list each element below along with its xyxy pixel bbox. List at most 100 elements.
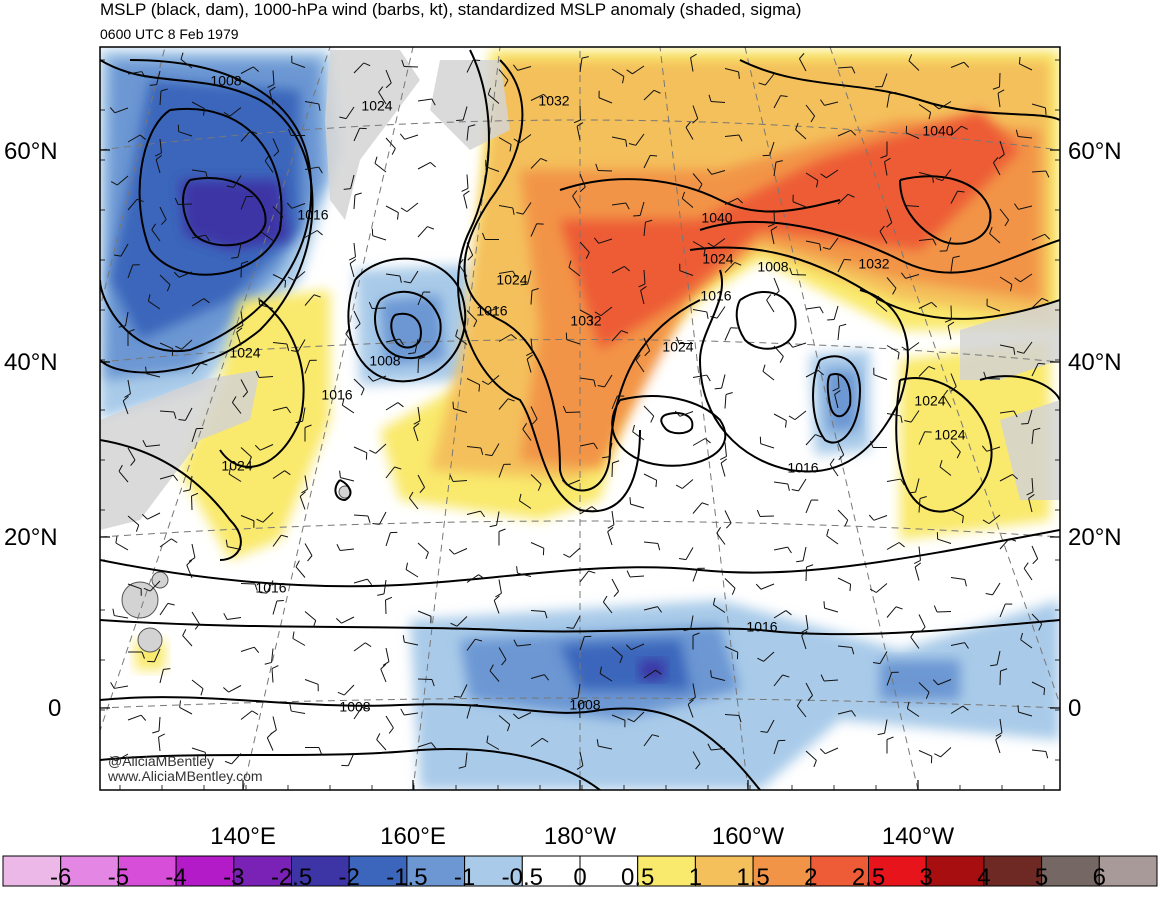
wind-barb bbox=[272, 274, 286, 282]
wind-barb bbox=[629, 575, 645, 578]
wind-barb-flag bbox=[450, 622, 458, 627]
colorbar-tick-label: -4 bbox=[165, 864, 187, 891]
valid-time: 0600 UTC 8 Feb 1979 bbox=[100, 26, 239, 42]
wind-barb bbox=[999, 603, 1006, 618]
wind-barb-flag bbox=[612, 460, 620, 464]
parallel bbox=[100, 520, 1060, 538]
wind-barb-flag bbox=[399, 133, 406, 140]
wind-barb bbox=[353, 62, 365, 74]
wind-barb-flag bbox=[900, 478, 905, 486]
wind-barb-flag bbox=[425, 552, 429, 560]
wind-barb-flag bbox=[544, 674, 550, 681]
wind-barb bbox=[191, 747, 206, 753]
wind-barb bbox=[999, 276, 1013, 285]
wind-barb bbox=[236, 332, 242, 346]
wind-barb bbox=[937, 679, 952, 686]
wind-barb bbox=[823, 679, 839, 682]
wind-barb bbox=[498, 205, 513, 209]
wind-barb-flag bbox=[868, 514, 875, 521]
isobar bbox=[100, 59, 314, 374]
wind-barb bbox=[353, 446, 367, 454]
wind-barb bbox=[829, 464, 839, 477]
wind-barb bbox=[345, 333, 355, 346]
wind-barb-flag bbox=[109, 107, 116, 114]
wind-barb-flag bbox=[785, 610, 792, 616]
wind-barb-flag bbox=[683, 628, 691, 632]
wind-barb bbox=[1031, 613, 1043, 625]
wind-barb-flag bbox=[981, 445, 988, 452]
parallel bbox=[100, 339, 1060, 363]
wind-barb-flag bbox=[242, 391, 248, 398]
wind-barb bbox=[918, 682, 930, 693]
wind-barb-flag bbox=[820, 674, 825, 682]
wind-barb-flag bbox=[461, 188, 469, 192]
wind-barb bbox=[493, 600, 500, 614]
wind-barb bbox=[146, 444, 161, 447]
wind-barb bbox=[941, 169, 952, 181]
wind-barb bbox=[679, 411, 694, 417]
wind-barb bbox=[304, 166, 319, 170]
wind-barb bbox=[795, 129, 807, 140]
wind-barb bbox=[611, 265, 625, 274]
wind-barb bbox=[875, 583, 888, 593]
wind-barb-flag bbox=[391, 148, 396, 155]
wind-barb bbox=[127, 515, 140, 526]
wind-barb bbox=[579, 751, 584, 766]
wind-barb-flag bbox=[685, 121, 691, 128]
wind-barb-flag bbox=[304, 424, 312, 428]
wind-barb-flag bbox=[653, 89, 661, 94]
contour-label: 1016 bbox=[787, 460, 818, 476]
wind-barb bbox=[773, 674, 784, 687]
wind-barb-flag bbox=[452, 401, 455, 409]
wind-barb-flag bbox=[826, 528, 829, 536]
anomaly-region bbox=[825, 370, 858, 432]
wind-barb-flag bbox=[1009, 538, 1017, 542]
wind-barb bbox=[530, 674, 545, 679]
wind-barb-flag bbox=[827, 318, 835, 321]
wind-barb-flag bbox=[712, 597, 716, 605]
wind-barb bbox=[579, 570, 590, 583]
wind-barb bbox=[465, 752, 468, 767]
wind-barb bbox=[184, 407, 193, 421]
wind-barb-flag bbox=[961, 125, 968, 130]
wind-barb-flag bbox=[522, 423, 528, 430]
wind-barb bbox=[127, 198, 138, 211]
wind-barb-flag bbox=[576, 122, 584, 127]
wind-barb bbox=[632, 65, 645, 75]
wind-barb-flag bbox=[400, 708, 405, 716]
wind-barb bbox=[385, 402, 399, 411]
wind-barb-flag bbox=[365, 642, 372, 648]
contour-labels: 1008 1024 1032 1040 1016 1040 1024 1008 1032 1024… bbox=[210, 73, 965, 715]
isobar bbox=[559, 178, 841, 213]
wind-barb bbox=[375, 443, 387, 454]
wind-barb-flag bbox=[657, 606, 662, 613]
wind-barb-flag bbox=[599, 666, 602, 674]
wind-barb bbox=[886, 277, 897, 289]
wind-barb-flag bbox=[834, 390, 841, 395]
wind-barb bbox=[773, 610, 787, 619]
wind-barb bbox=[692, 568, 699, 582]
wind-barb bbox=[825, 747, 839, 755]
wind-barb-flag bbox=[292, 631, 295, 639]
wind-barb bbox=[385, 273, 400, 277]
wind-barb bbox=[873, 374, 888, 380]
wind-barb bbox=[692, 502, 703, 514]
land-area bbox=[430, 60, 510, 150]
wind-barb-flag bbox=[851, 66, 856, 74]
wind-barb bbox=[240, 196, 247, 210]
wind-barb-flag bbox=[427, 226, 435, 230]
wind-barb bbox=[805, 369, 819, 378]
wind-barb bbox=[611, 510, 615, 525]
wind-barb bbox=[227, 546, 242, 550]
wind-barb-flag bbox=[884, 157, 891, 163]
wind-barb bbox=[711, 170, 726, 175]
wind-barb-flag bbox=[318, 103, 321, 111]
wind-barb bbox=[372, 235, 387, 241]
wind-barb-flag bbox=[579, 700, 587, 705]
wind-barb bbox=[904, 205, 920, 207]
wind-barb bbox=[798, 58, 807, 72]
colorbar-tick-label: 3 bbox=[919, 864, 933, 891]
wind-barb-flag bbox=[627, 718, 635, 723]
wind-barb bbox=[792, 201, 807, 208]
wind-barb bbox=[763, 651, 775, 662]
